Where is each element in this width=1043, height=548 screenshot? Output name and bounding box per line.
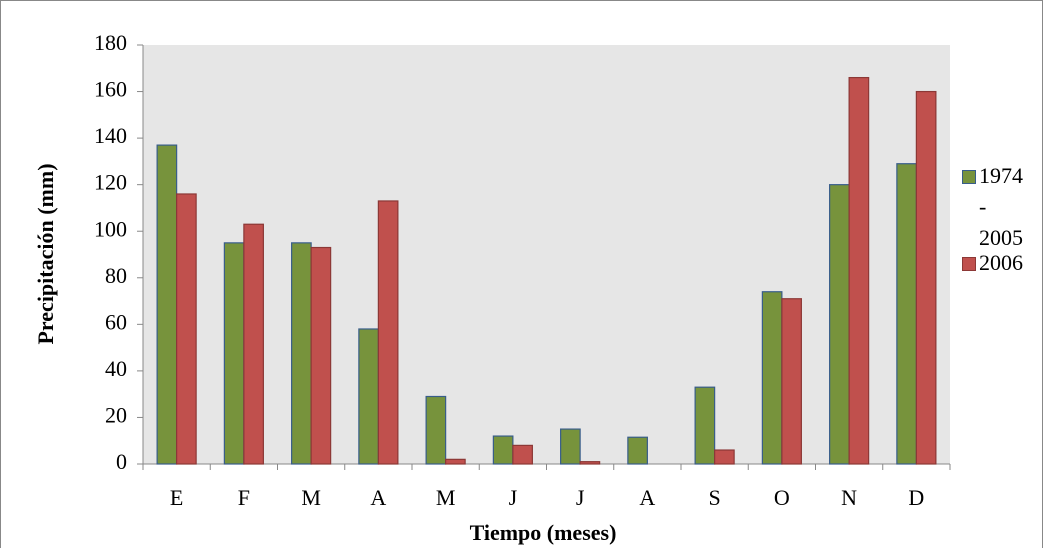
x-tick-label: M [301,485,321,510]
bar [176,193,197,465]
y-tick-label: 160 [94,77,127,102]
bar [579,461,601,465]
y-tick-label: 100 [94,216,127,241]
bar [560,428,581,465]
x-tick-label: J [509,485,518,510]
bar [761,291,783,465]
bar [829,184,850,465]
y-tick-label: 40 [105,356,127,381]
x-tick-label: E [170,485,183,510]
bar [223,242,245,465]
bar [243,223,264,465]
legend-swatch [962,257,976,271]
bar [492,435,514,465]
legend-swatch [962,170,976,184]
bar [896,163,917,465]
y-tick-label: 0 [116,449,127,474]
x-tick-label: N [841,485,857,510]
x-axis-title: Tiempo (meses) [470,520,617,545]
x-tick-label: S [709,485,721,510]
y-tick-label: 60 [105,309,127,334]
x-tick-label: A [370,485,386,510]
bar [445,458,466,465]
legend-item: 2006 [962,247,1032,278]
x-tick-label: F [238,485,250,510]
legend-label: 1974 - 2005 [979,163,1023,250]
plot-area [143,45,950,464]
bar [915,90,937,465]
bar [627,436,648,465]
y-tick-label: 20 [105,402,127,427]
bar [848,76,870,465]
x-tick-label: J [576,485,585,510]
x-tick-label: A [639,485,655,510]
legend-label: 2006 [979,250,1023,275]
bar [291,242,312,465]
bar [714,449,735,465]
bar [425,395,447,465]
bar [358,328,379,465]
y-tick-label: 140 [94,123,127,148]
bar [694,386,716,465]
bar [377,200,399,465]
y-tick-label: 120 [94,170,127,195]
x-tick-label: O [774,485,790,510]
y-tick-label: 80 [105,263,127,288]
x-tick-label: D [908,485,924,510]
bar [156,144,178,465]
y-axis-title: Precipitación (mm) [33,163,58,344]
bar [781,298,802,465]
bar [310,246,332,465]
legend-item: 1974 - 2005 [962,160,1032,253]
bar [512,444,533,465]
y-tick-label: 180 [94,30,127,55]
x-tick-label: M [436,485,456,510]
